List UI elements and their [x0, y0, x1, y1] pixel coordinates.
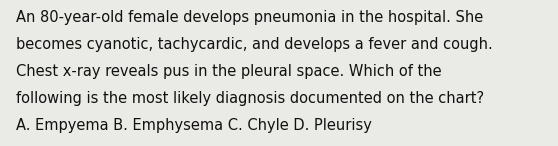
Text: An 80-year-old female develops pneumonia in the hospital. She: An 80-year-old female develops pneumonia… — [16, 10, 483, 25]
Text: following is the most likely diagnosis documented on the chart?: following is the most likely diagnosis d… — [16, 91, 484, 106]
Text: Chest x-ray reveals pus in the pleural space. Which of the: Chest x-ray reveals pus in the pleural s… — [16, 64, 441, 79]
Text: becomes cyanotic, tachycardic, and develops a fever and cough.: becomes cyanotic, tachycardic, and devel… — [16, 37, 492, 52]
Text: A. Empyema B. Emphysema C. Chyle D. Pleurisy: A. Empyema B. Emphysema C. Chyle D. Pleu… — [16, 118, 372, 133]
